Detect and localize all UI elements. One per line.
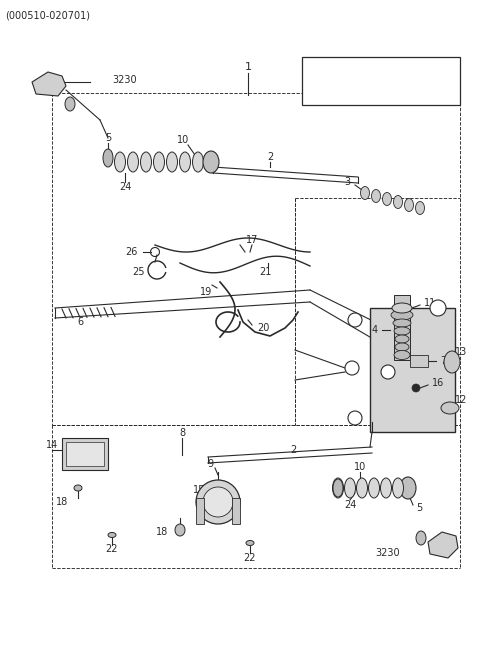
Ellipse shape <box>167 152 178 172</box>
Ellipse shape <box>180 152 191 172</box>
Ellipse shape <box>115 152 125 172</box>
Text: 2: 2 <box>267 152 273 162</box>
Ellipse shape <box>383 193 392 206</box>
Ellipse shape <box>416 202 424 214</box>
Text: 7: 7 <box>440 356 446 366</box>
Text: 10: 10 <box>354 462 366 472</box>
Ellipse shape <box>246 540 254 546</box>
Circle shape <box>348 411 362 425</box>
Ellipse shape <box>103 149 113 167</box>
Ellipse shape <box>394 327 410 335</box>
Circle shape <box>345 361 359 375</box>
Text: 24: 24 <box>119 182 131 192</box>
Ellipse shape <box>395 343 409 351</box>
Ellipse shape <box>391 310 413 320</box>
Text: (000510-020701): (000510-020701) <box>5 10 90 20</box>
Ellipse shape <box>360 187 370 200</box>
Ellipse shape <box>405 198 413 212</box>
Bar <box>410 355 428 367</box>
Text: 1: 1 <box>435 303 441 312</box>
Text: 2: 2 <box>349 364 354 373</box>
Text: 12: 12 <box>455 395 468 405</box>
Circle shape <box>348 313 362 327</box>
Text: 3: 3 <box>353 413 358 422</box>
Ellipse shape <box>74 485 82 491</box>
Ellipse shape <box>400 477 416 499</box>
Circle shape <box>412 384 420 392</box>
Ellipse shape <box>333 479 343 497</box>
Ellipse shape <box>441 402 459 414</box>
Ellipse shape <box>203 487 233 517</box>
Text: 22: 22 <box>244 553 256 563</box>
Ellipse shape <box>345 478 356 498</box>
Text: 8: 8 <box>179 428 185 438</box>
Text: 3: 3 <box>344 177 350 187</box>
Polygon shape <box>32 72 66 96</box>
Text: 1: 1 <box>244 62 252 72</box>
Ellipse shape <box>394 195 403 208</box>
Ellipse shape <box>372 189 381 202</box>
Text: 16: 16 <box>432 378 444 388</box>
Text: 19: 19 <box>200 287 212 297</box>
Text: 21: 21 <box>259 267 271 277</box>
Text: 11: 11 <box>424 298 436 308</box>
Text: 5: 5 <box>416 503 422 513</box>
Text: 24: 24 <box>344 500 356 510</box>
Text: ①: ① <box>434 303 442 312</box>
Text: 18: 18 <box>56 497 68 507</box>
Ellipse shape <box>393 478 404 498</box>
Circle shape <box>381 365 395 379</box>
Ellipse shape <box>196 480 240 524</box>
Polygon shape <box>370 308 455 432</box>
Ellipse shape <box>65 97 75 111</box>
Ellipse shape <box>175 524 185 536</box>
Text: 20: 20 <box>257 323 269 333</box>
Text: 6: 6 <box>77 317 83 327</box>
Text: 9: 9 <box>207 459 213 469</box>
Bar <box>66 442 104 466</box>
Ellipse shape <box>333 478 344 498</box>
Text: 14: 14 <box>46 440 58 450</box>
Text: NOTE: NOTE <box>368 65 395 75</box>
Text: 26: 26 <box>126 247 138 257</box>
Bar <box>302 57 460 105</box>
Ellipse shape <box>381 478 392 498</box>
Ellipse shape <box>444 351 460 373</box>
Text: 2: 2 <box>385 367 390 377</box>
Text: 4: 4 <box>372 325 378 335</box>
Ellipse shape <box>393 319 411 327</box>
Ellipse shape <box>416 531 426 545</box>
Bar <box>196 498 204 524</box>
Ellipse shape <box>357 478 368 498</box>
Text: 3: 3 <box>353 316 358 324</box>
Text: 2: 2 <box>290 445 296 455</box>
Polygon shape <box>428 532 458 558</box>
Text: 25: 25 <box>132 267 145 277</box>
Text: 17: 17 <box>246 235 258 245</box>
Ellipse shape <box>203 151 219 173</box>
Circle shape <box>430 300 446 316</box>
Text: THE NO. 23 : ① ~ ③: THE NO. 23 : ① ~ ③ <box>318 83 444 96</box>
Text: 18: 18 <box>156 527 168 537</box>
Ellipse shape <box>141 152 152 172</box>
Ellipse shape <box>154 152 165 172</box>
Ellipse shape <box>128 152 139 172</box>
Text: 3230: 3230 <box>112 75 137 85</box>
Ellipse shape <box>192 152 204 172</box>
Ellipse shape <box>392 303 412 313</box>
Bar <box>232 498 240 524</box>
Text: 13: 13 <box>455 347 467 357</box>
Text: 22: 22 <box>106 544 118 554</box>
Ellipse shape <box>394 350 410 360</box>
Ellipse shape <box>369 478 380 498</box>
Ellipse shape <box>395 335 409 343</box>
Text: 3230: 3230 <box>375 548 400 558</box>
Ellipse shape <box>108 533 116 538</box>
Text: 5: 5 <box>105 133 111 143</box>
Polygon shape <box>62 438 108 470</box>
Text: 15: 15 <box>192 485 205 495</box>
Text: 10: 10 <box>177 135 189 145</box>
Bar <box>394 295 410 360</box>
